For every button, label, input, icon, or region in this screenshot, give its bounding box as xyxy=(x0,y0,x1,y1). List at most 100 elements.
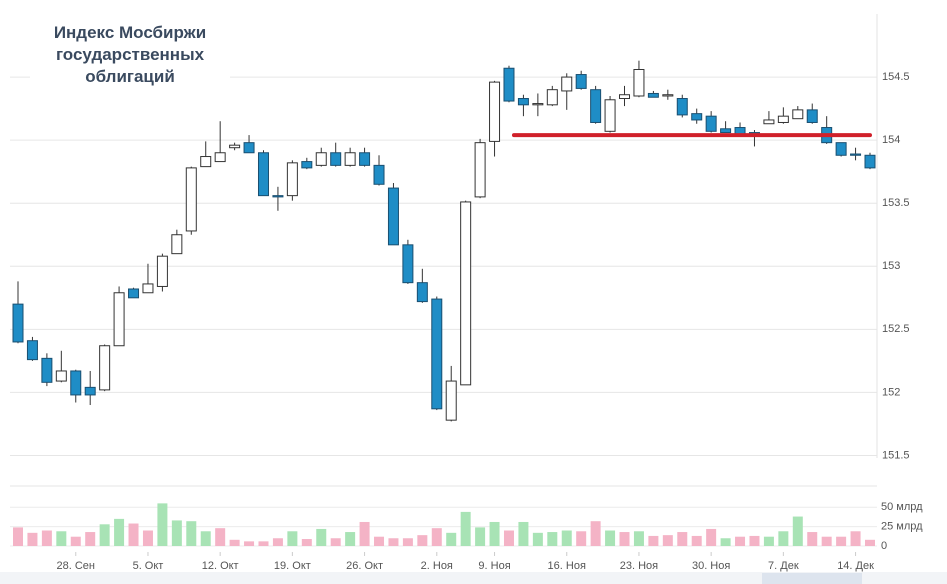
volume-bar xyxy=(330,538,341,546)
x-tick-label: 19. Окт xyxy=(274,560,311,572)
candle-body xyxy=(373,164,385,185)
chart-title: Индекс Мосбиржи государственных облигаци… xyxy=(30,20,230,92)
volume-bar xyxy=(836,536,847,546)
volume-bar xyxy=(316,528,327,546)
volume-bar xyxy=(388,538,399,546)
candle-body xyxy=(113,292,125,347)
candle-body xyxy=(864,154,876,169)
candle-body xyxy=(200,156,212,168)
navigator-window[interactable] xyxy=(762,573,862,584)
volume-bar xyxy=(200,531,211,546)
y-tick-label: 152 xyxy=(882,386,900,398)
volume-bar xyxy=(417,535,428,546)
candle-body xyxy=(99,345,111,391)
candle-body xyxy=(315,152,327,166)
volume-bar xyxy=(503,530,514,546)
volume-bar xyxy=(99,524,110,546)
volume-bar xyxy=(778,531,789,546)
volume-bar xyxy=(561,530,572,546)
volume-bar xyxy=(475,527,486,546)
volume-bar xyxy=(157,503,168,546)
candle-body xyxy=(792,109,804,120)
volume-bar xyxy=(865,539,875,546)
x-tick-label: 28. Сен xyxy=(57,560,95,572)
volume-bar xyxy=(460,511,471,546)
x-tick-label: 7. Дек xyxy=(768,560,799,572)
candle-body xyxy=(850,153,862,156)
volume-bar xyxy=(446,532,457,546)
x-tick-label: 2. Ноя xyxy=(421,560,453,572)
x-tick-label: 14. Дек xyxy=(837,560,874,572)
candle-body xyxy=(12,303,24,343)
volume-bar xyxy=(850,531,861,546)
volume-bar xyxy=(619,532,630,546)
volume-bar xyxy=(677,532,688,546)
candle-body xyxy=(619,94,631,100)
volume-bar xyxy=(142,530,153,546)
volume-bar xyxy=(258,541,269,546)
candle-body xyxy=(128,288,140,299)
candle-body xyxy=(41,357,53,383)
candle-body xyxy=(561,76,573,92)
candle-body xyxy=(460,201,472,386)
volume-bar xyxy=(763,536,774,546)
candle-body xyxy=(344,152,356,166)
volume-bar xyxy=(792,516,803,546)
candle-body xyxy=(84,386,96,396)
volume-bar xyxy=(518,521,529,546)
candle-body xyxy=(720,128,732,134)
volume-bar xyxy=(56,531,67,546)
volume-bar xyxy=(345,532,356,546)
candle-body xyxy=(676,98,688,116)
volume-bar xyxy=(749,535,760,546)
candle-body xyxy=(647,92,659,98)
volume-bar xyxy=(85,532,96,546)
volume-tick-label: 0 xyxy=(881,540,887,552)
candle-body xyxy=(416,282,428,303)
x-tick-label: 9. Ноя xyxy=(478,560,510,572)
candle-body xyxy=(474,142,486,198)
candle-body xyxy=(705,115,717,132)
candle-body xyxy=(575,74,587,89)
navigator xyxy=(0,572,947,584)
candle-body xyxy=(546,89,558,106)
y-tick-label: 154.5 xyxy=(882,71,910,83)
volume-bar xyxy=(489,521,500,546)
candle-body xyxy=(243,142,255,154)
candle-body xyxy=(402,244,414,284)
candle-body xyxy=(330,152,342,166)
volume-bar xyxy=(229,539,240,546)
candle-body xyxy=(691,113,703,121)
candle-body xyxy=(185,167,197,232)
candle-body xyxy=(359,152,371,166)
volume-bar xyxy=(70,536,81,546)
volume-bar xyxy=(41,530,52,546)
volume-bar xyxy=(301,539,312,546)
candle-body xyxy=(55,370,67,382)
volume-bar xyxy=(633,531,644,546)
candle-body xyxy=(633,69,645,97)
candle-body xyxy=(662,94,674,97)
volume-bar xyxy=(590,521,601,546)
candle-body xyxy=(257,152,269,197)
volume-bar xyxy=(359,521,370,546)
volume-bar xyxy=(547,532,558,546)
volume-bar xyxy=(287,531,298,546)
volume-bar xyxy=(13,527,23,546)
x-tick-label: 30. Ноя xyxy=(692,560,730,572)
x-tick-label: 26. Окт xyxy=(346,560,383,572)
volume-bar xyxy=(576,531,587,546)
volume-tick-label: 25 млрд xyxy=(881,521,923,533)
volume-bar xyxy=(244,541,255,546)
candle-body xyxy=(445,380,457,421)
candle-body xyxy=(517,98,529,106)
volume-bar xyxy=(431,528,442,546)
volume-bar xyxy=(128,523,139,546)
volume-bar xyxy=(605,530,616,546)
volume-bar xyxy=(215,528,226,546)
volume-bar xyxy=(720,538,731,546)
candle-body xyxy=(171,234,183,255)
volume-bar xyxy=(114,518,125,546)
candle-body xyxy=(590,89,602,123)
candle-body xyxy=(532,103,544,106)
